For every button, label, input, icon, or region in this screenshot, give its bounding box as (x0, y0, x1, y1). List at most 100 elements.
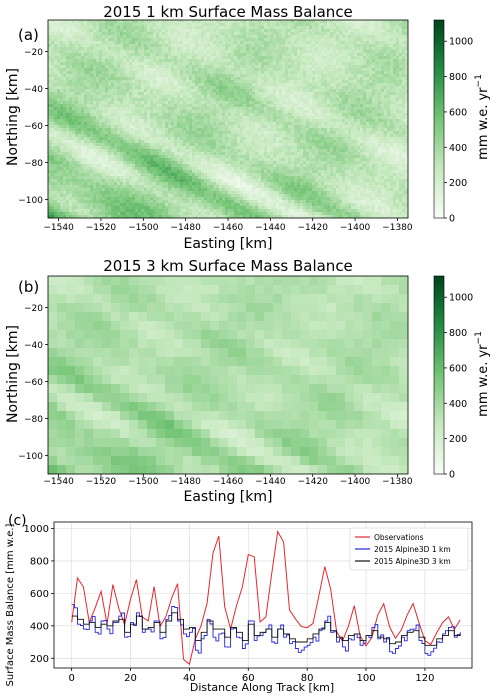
heatmap-cell (180, 44, 184, 48)
heatmap-cell (186, 80, 190, 84)
heatmap-cell (252, 176, 256, 180)
heatmap-cell (270, 44, 274, 48)
heatmap-cell (120, 185, 124, 189)
heatmap-cell (258, 32, 262, 36)
heatmap-cell (153, 167, 157, 171)
heatmap-cell (171, 206, 175, 210)
heatmap-cell (138, 182, 142, 186)
heatmap-cell (90, 131, 94, 135)
heatmap-cell (132, 38, 136, 42)
heatmap-cell (69, 110, 73, 114)
heatmap-cell (189, 92, 193, 96)
heatmap-cell (216, 215, 220, 219)
heatmap-cell (243, 56, 247, 60)
heatmap-cell (108, 125, 112, 129)
heatmap-cell (99, 179, 103, 183)
heatmap-cell (168, 173, 172, 177)
heatmap-cell (138, 89, 142, 93)
heatmap-cell (180, 203, 184, 207)
heatmap-cell (102, 71, 106, 75)
heatmap-cell (102, 83, 106, 87)
heatmap-cell (210, 56, 214, 60)
heatmap-cell (93, 179, 97, 183)
heatmap-cell (243, 155, 247, 159)
heatmap-cell (249, 212, 253, 216)
heatmap-cell (177, 38, 181, 42)
heatmap-cell (261, 56, 265, 60)
heatmap-cell (183, 185, 187, 189)
heatmap-cell (216, 206, 220, 210)
heatmap-cell (249, 62, 253, 66)
heatmap-cell (126, 152, 130, 156)
heatmap-cell (171, 140, 175, 144)
heatmap-cell (156, 164, 160, 168)
heatmap-cell (150, 128, 154, 132)
heatmap-cell (111, 155, 115, 159)
heatmap-cell (186, 179, 190, 183)
heatmap-cell (171, 182, 175, 186)
heatmap-cell (135, 164, 139, 168)
heatmap-cell (162, 80, 166, 84)
heatmap-cell (213, 23, 217, 27)
heatmap-cell (237, 65, 241, 69)
heatmap-cell (216, 128, 220, 132)
heatmap-cell (135, 95, 139, 99)
heatmap-cell (177, 107, 181, 111)
heatmap-cell (51, 107, 55, 111)
heatmap-cell (177, 101, 181, 105)
heatmap-cell (237, 197, 241, 201)
heatmap-cell (51, 23, 55, 27)
heatmap-cell (219, 47, 223, 51)
heatmap-cell (243, 149, 247, 153)
heatmap-cell (180, 107, 184, 111)
heatmap-cell (150, 143, 154, 147)
heatmap-cell (204, 200, 208, 204)
heatmap-cell (258, 149, 262, 153)
heatmap-cell (261, 77, 265, 81)
heatmap-cell (240, 107, 244, 111)
heatmap-cell (75, 197, 79, 201)
heatmap-cell (99, 104, 103, 108)
heatmap-cell (258, 68, 262, 72)
heatmap-cell (126, 185, 130, 189)
heatmap-cell (156, 41, 160, 45)
heatmap-cell (81, 35, 85, 39)
heatmap-cell (138, 29, 142, 33)
heatmap-cell (189, 173, 193, 177)
heatmap-cell (204, 149, 208, 153)
heatmap-cell (255, 80, 259, 84)
heatmap-cell (111, 56, 115, 60)
heatmap-cell (54, 86, 58, 90)
heatmap-cell (57, 80, 61, 84)
heatmap-cell (222, 212, 226, 216)
heatmap-cell (177, 131, 181, 135)
heatmap-cell (69, 158, 73, 162)
heatmap-cell (243, 173, 247, 177)
heatmap-cell (141, 98, 145, 102)
heatmap-cell (96, 35, 100, 39)
heatmap-cell (129, 182, 133, 186)
heatmap-cell (237, 68, 241, 72)
heatmap-cell (57, 158, 61, 162)
heatmap-cell (75, 59, 79, 63)
heatmap-cell (153, 53, 157, 57)
heatmap-cell (78, 47, 82, 51)
heatmap-cell (210, 167, 214, 171)
heatmap-cell (183, 56, 187, 60)
heatmap-cell (261, 173, 265, 177)
heatmap-cell (180, 134, 184, 138)
heatmap-cell (48, 83, 52, 87)
heatmap-cell (222, 104, 226, 108)
heatmap-cell (192, 194, 196, 198)
heatmap-cell (204, 77, 208, 81)
heatmap-cell (123, 44, 127, 48)
heatmap-cell (171, 101, 175, 105)
heatmap-cell (222, 71, 226, 75)
heatmap-cell (249, 68, 253, 72)
heatmap-cell (210, 209, 214, 213)
heatmap-cell (150, 86, 154, 90)
heatmap-cell (219, 164, 223, 168)
heatmap-cell (270, 104, 274, 108)
heatmap-cell (48, 155, 52, 159)
heatmap-cell (207, 200, 211, 204)
